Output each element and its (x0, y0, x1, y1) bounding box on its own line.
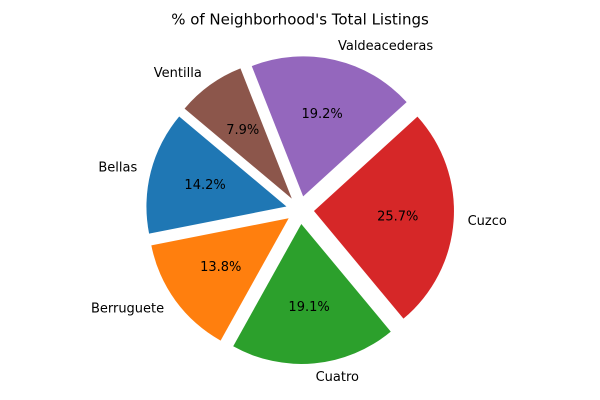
slice-label: Cuzco (468, 214, 507, 229)
pie-slice (251, 56, 407, 197)
chart-title: % of Neighborhood's Total Listings (171, 11, 429, 29)
slice-label: Bellas (98, 161, 137, 176)
pie-slice (233, 223, 391, 364)
value-label: 13.8% (200, 260, 241, 275)
pie-slice (184, 68, 292, 199)
slice-label: Valdeacederas (338, 39, 433, 54)
slice-label: Cuatro (316, 370, 359, 385)
pie-slice (146, 116, 287, 234)
value-label: 14.2% (184, 178, 225, 193)
slice-label: Ventilla (154, 66, 202, 81)
value-label: 25.7% (377, 209, 418, 224)
value-label: 7.9% (226, 123, 259, 138)
pie-slice (313, 116, 454, 319)
pie-slice (151, 218, 289, 341)
value-label: 19.2% (301, 107, 342, 122)
value-label: 19.1% (288, 300, 329, 315)
slice-label: Berruguete (91, 301, 164, 316)
